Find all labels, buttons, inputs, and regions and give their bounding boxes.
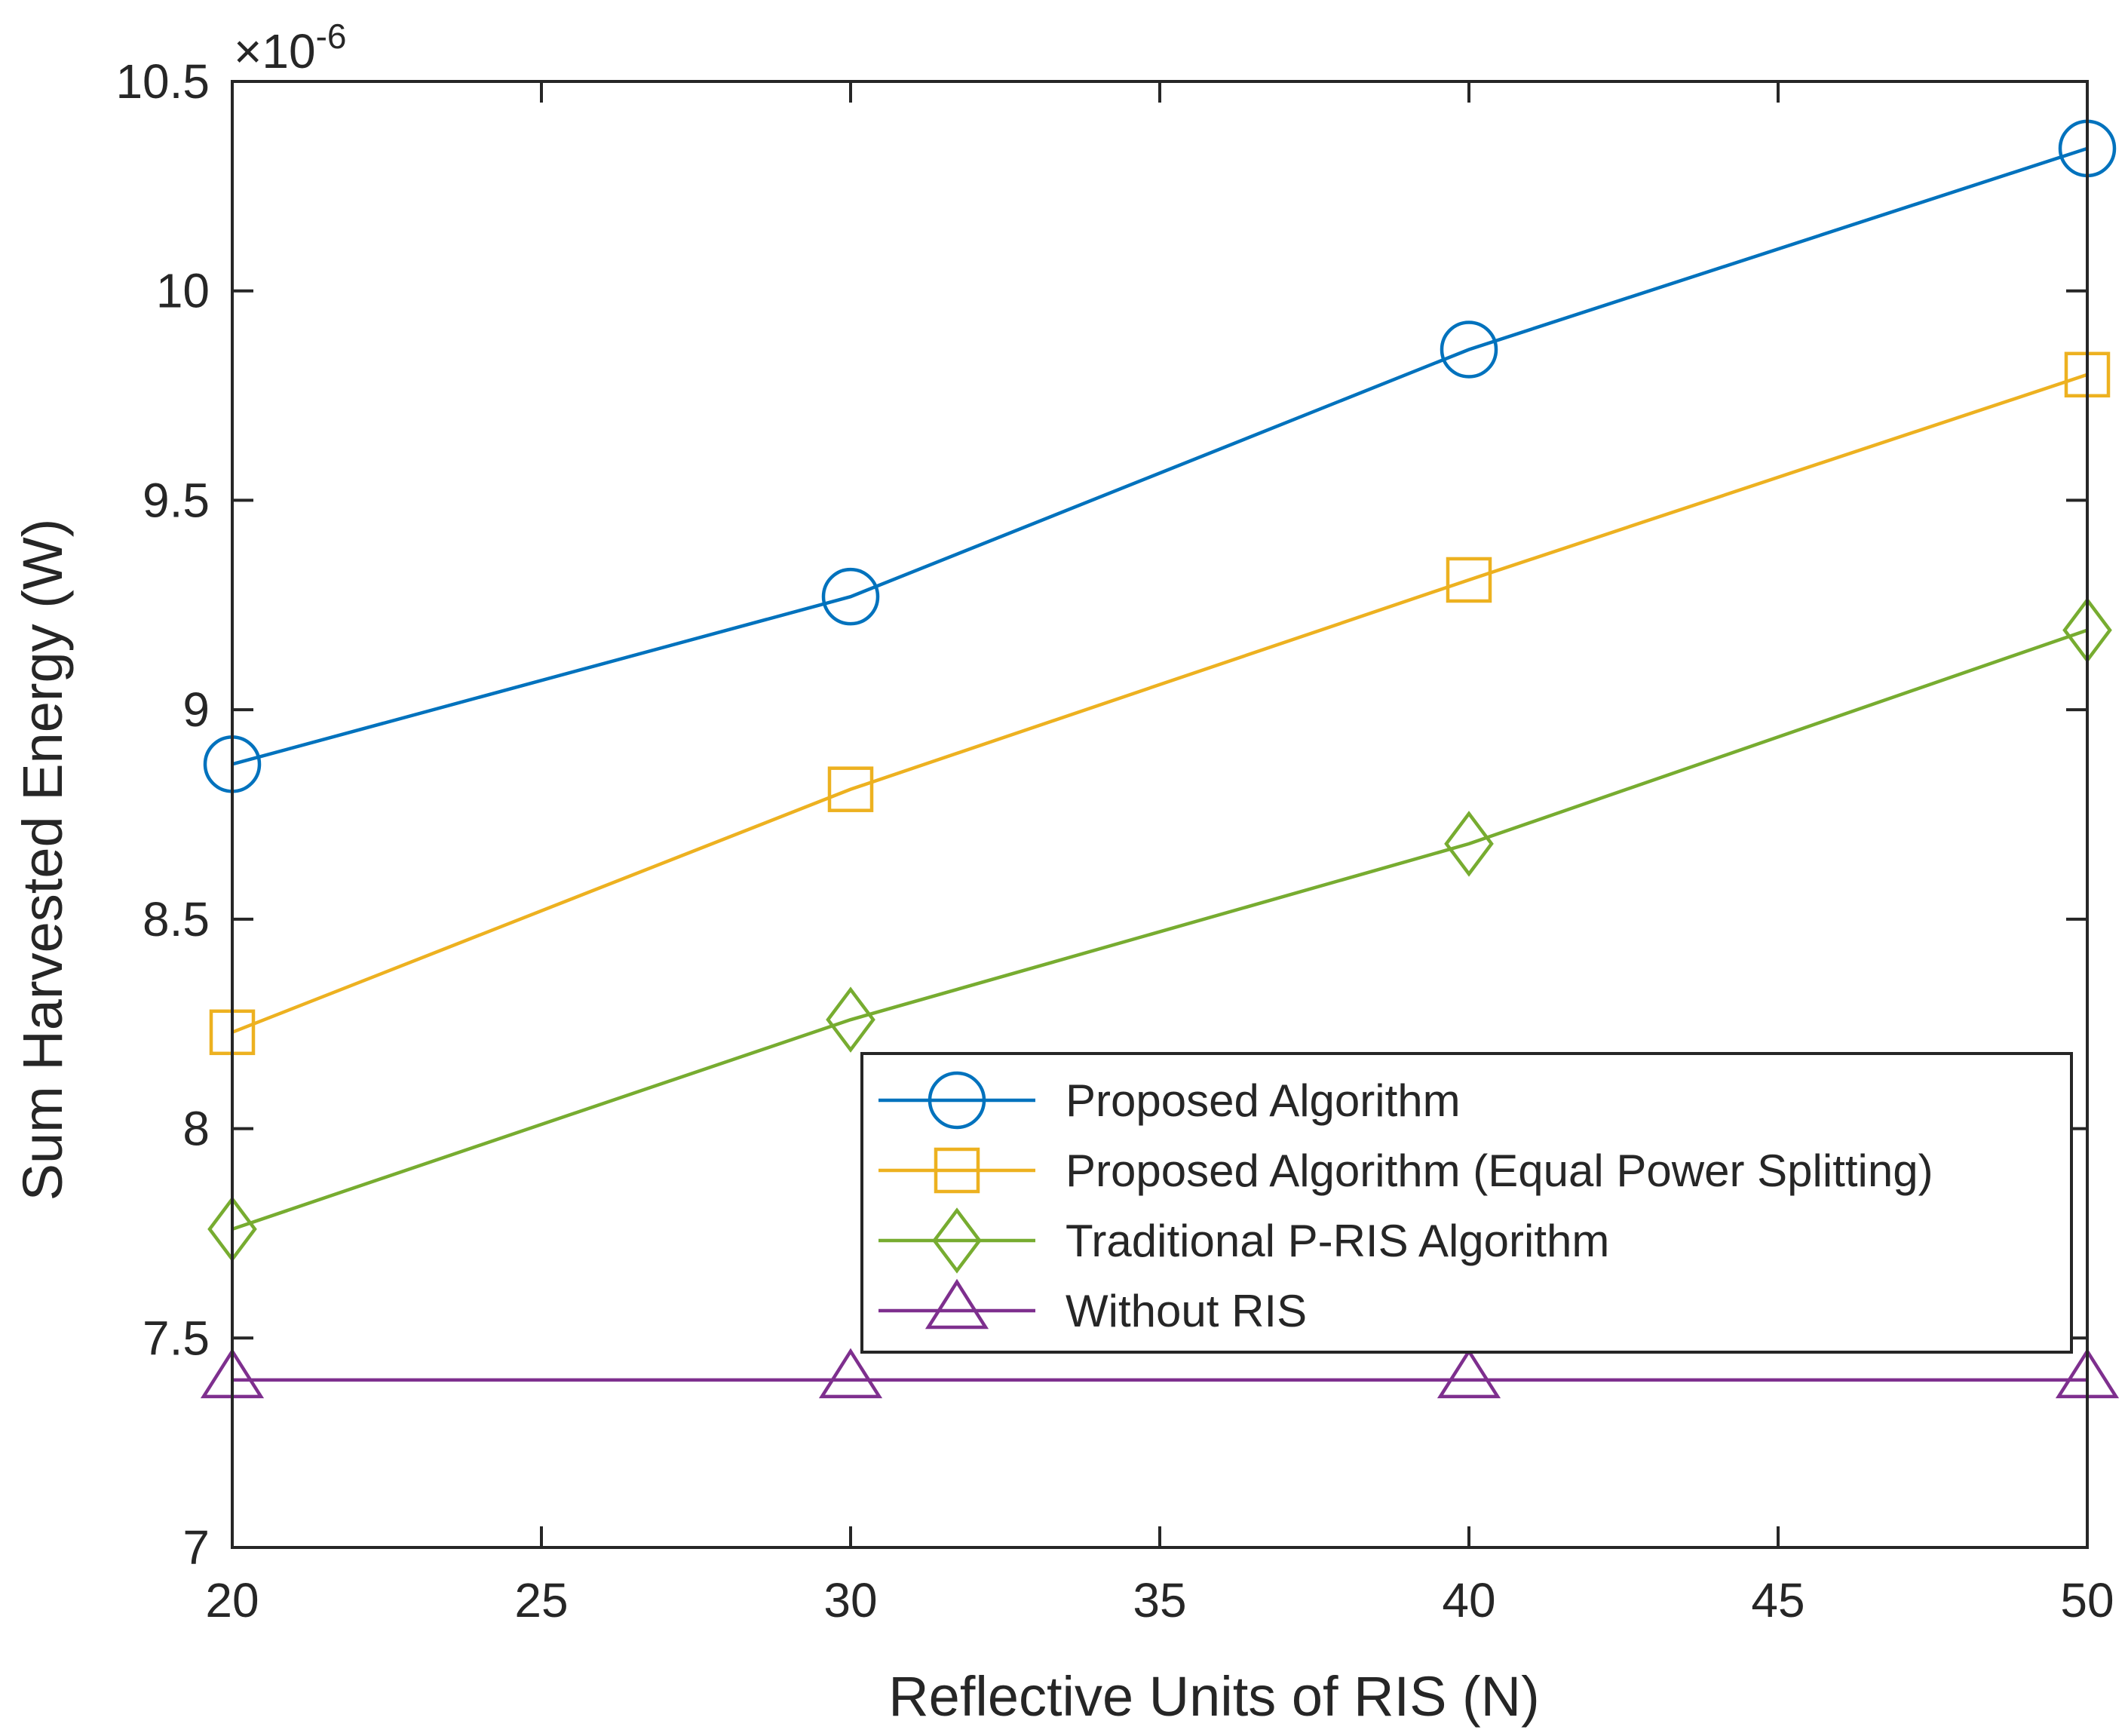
series-line: [232, 373, 2088, 1034]
x-axis-label: Reflective Units of RIS (N): [888, 1665, 1540, 1728]
data-point-square: [827, 766, 874, 812]
data-point-circle: [821, 567, 880, 626]
y-tick-label: 10: [156, 264, 210, 318]
y-tick-label: 8.5: [143, 892, 210, 946]
legend-marker-circle: [928, 1071, 986, 1130]
legend: Proposed Algorithm Proposed Algorithm (Eq…: [860, 1052, 2073, 1354]
x-tick-label: 45: [1751, 1573, 1805, 1627]
y-axis-label: Sum Harvested Energy (W): [11, 519, 74, 1201]
series-3: [207, 597, 2112, 1262]
x-tick-label: 25: [514, 1573, 568, 1627]
y-tick-label: 7: [182, 1520, 210, 1575]
y-tick-label: 7.5: [143, 1311, 210, 1365]
legend-entry: Traditional P-RIS Algorithm: [878, 1207, 1609, 1274]
legend-label: Traditional P-RIS Algorithm: [1066, 1216, 1609, 1266]
x-tick-label: 20: [205, 1573, 259, 1627]
y-tick-label: 10.5: [115, 54, 210, 109]
series-line: [232, 628, 2088, 1231]
y-tick-label: 8: [182, 1102, 210, 1156]
legend-entry: Without RIS: [878, 1278, 1307, 1336]
legend-marker-square: [934, 1147, 980, 1194]
y-tick-label: 9.5: [143, 473, 210, 527]
legend-marker-triangle: [924, 1278, 989, 1330]
x-tick-label: 30: [823, 1573, 877, 1627]
x-tick-label: 35: [1133, 1573, 1186, 1627]
y-tick-label: 9: [182, 682, 210, 737]
series-line: [232, 146, 2088, 766]
data-point-triangle: [818, 1348, 883, 1399]
data-point-triangle: [1437, 1348, 1501, 1399]
data-point-diamond: [826, 986, 875, 1053]
data-point-diamond: [1444, 811, 1494, 877]
legend-label: Proposed Algorithm: [1066, 1075, 1461, 1126]
y-exponent-power: -6: [316, 17, 347, 56]
legend-box: [860, 1052, 2073, 1354]
legend-marker-diamond: [932, 1207, 982, 1274]
legend-label: Without RIS: [1066, 1286, 1307, 1336]
series-4: [200, 1348, 2120, 1399]
data-point-square: [1446, 557, 1492, 603]
x-tick-label: 40: [1442, 1573, 1495, 1627]
legend-entry: Proposed Algorithm: [878, 1071, 1461, 1130]
y-axis-exponent: ×10-6: [234, 17, 346, 78]
y-exponent-prefix: ×10: [234, 24, 316, 78]
legend-label: Proposed Algorithm (Equal Power Splittin…: [1066, 1146, 1933, 1196]
ticks-layer: 20 25 30 35 40 45 50 7 7.5 8 8.5 9 9.5 10 10.5: [115, 54, 2114, 1627]
legend-entry: Proposed Algorithm (Equal Power Splittin…: [878, 1146, 1933, 1196]
data-point-circle: [1440, 321, 1498, 379]
x-tick-label: 50: [2060, 1573, 2114, 1627]
